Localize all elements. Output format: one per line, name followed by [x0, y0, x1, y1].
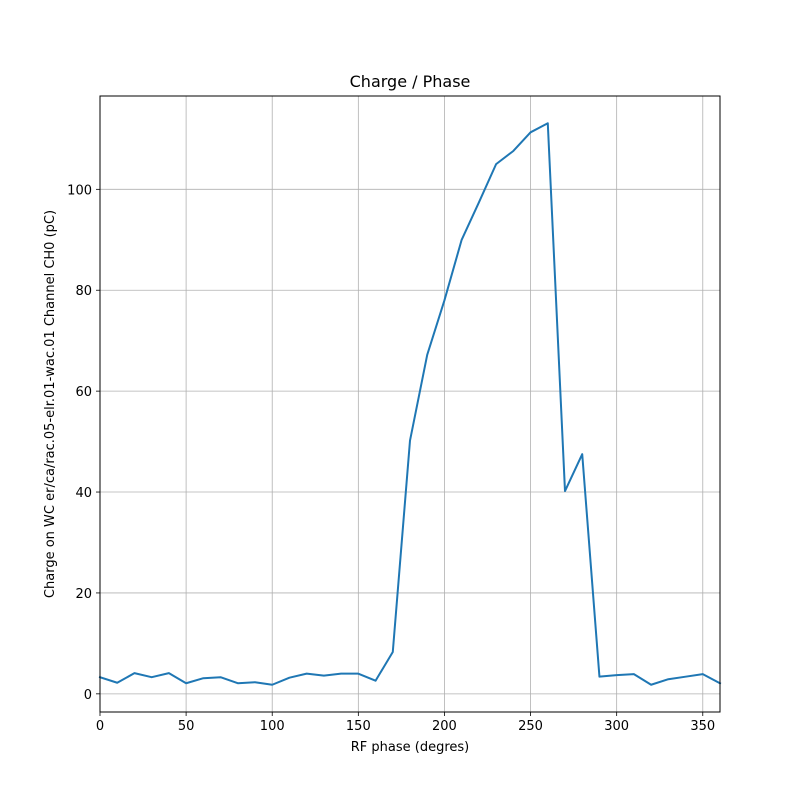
- x-tick-label: 0: [96, 719, 104, 734]
- y-tick-label: 0: [84, 688, 92, 703]
- x-tick-label: 250: [518, 719, 543, 734]
- y-tick-label: 100: [67, 183, 92, 198]
- x-tick-label: 150: [346, 719, 371, 734]
- x-tick-label: 50: [178, 719, 195, 734]
- plot-series: [98, 122, 722, 686]
- y-tick-label: 80: [75, 284, 92, 299]
- chart-title: Charge / Phase: [350, 72, 471, 91]
- x-tick-label: 350: [690, 719, 715, 734]
- x-tick-label: 200: [432, 719, 457, 734]
- y-tick-label: 20: [75, 587, 92, 602]
- x-axis-title: RF phase (degres): [351, 740, 469, 755]
- x-tick-label: 300: [604, 719, 629, 734]
- charge-series-line: [98, 122, 722, 686]
- y-axis-title: Charge on WC er/ca/rac.05-elr.01-wac.01 …: [43, 210, 58, 598]
- x-tick-label: 100: [260, 719, 285, 734]
- y-tick-label: 40: [75, 486, 92, 501]
- plot-frame: [99, 95, 721, 713]
- y-tick-label: 60: [75, 385, 92, 400]
- grid: [99, 96, 720, 712]
- axis-ticks: 0 50 100 150 200 250 300 350 0 20 40 60 80 100: [67, 183, 715, 734]
